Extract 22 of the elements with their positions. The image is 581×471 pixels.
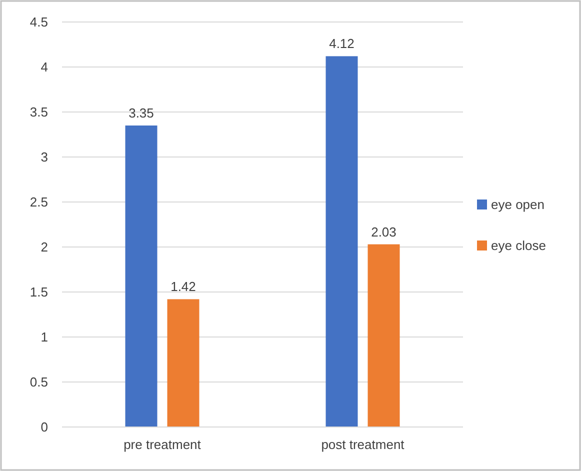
y-tick-label: 1 <box>40 330 48 345</box>
legend-label: eye open <box>491 197 544 212</box>
bar <box>326 56 358 427</box>
data-label: 2.03 <box>371 224 396 240</box>
legend-label: eye close <box>491 238 546 254</box>
y-tick-label: 4 <box>40 60 48 75</box>
data-label: 3.35 <box>128 106 154 120</box>
data-label: 4.12 <box>329 36 354 52</box>
y-tick-label: 2.5 <box>30 194 48 210</box>
bar <box>167 299 200 427</box>
bar <box>368 244 400 427</box>
bar <box>125 126 158 427</box>
y-tick-label: 1.5 <box>30 284 48 300</box>
y-tick-label: 3 <box>40 150 48 165</box>
y-tick-label: 4.5 <box>30 14 48 30</box>
y-tick-label: 0.5 <box>30 374 48 390</box>
x-tick-label: post treatment <box>321 437 405 452</box>
data-label: 1.42 <box>170 279 196 294</box>
y-tick-label: 3.5 <box>30 104 48 120</box>
x-tick-label: pre treatment <box>124 437 202 452</box>
y-tick-label: 2 <box>40 240 48 255</box>
y-tick-label: 0 <box>40 420 48 435</box>
